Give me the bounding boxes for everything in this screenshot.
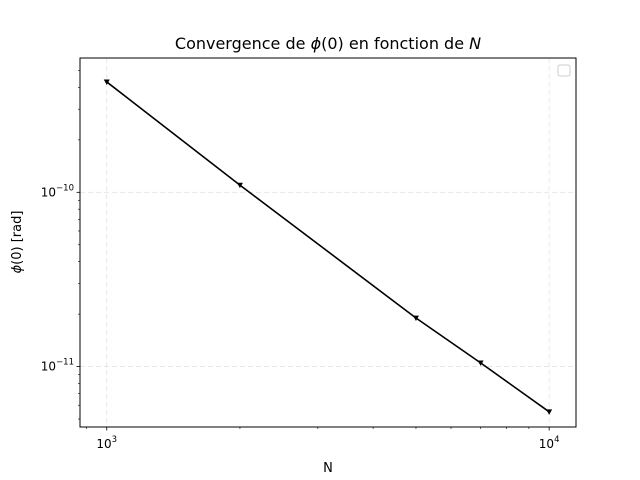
data-point-marker [103, 79, 110, 85]
y-axis-label: ϕ(0) [rad] [10, 211, 25, 274]
y-tick-label-1: 10−10 [41, 183, 74, 199]
data-point-marker [236, 182, 243, 189]
legend-box [557, 64, 571, 77]
data-point-marker [477, 360, 484, 366]
data-series [103, 79, 553, 415]
chart-title: Convergence de ϕ(0) en fonction de N [175, 34, 481, 53]
grid-lines [80, 58, 576, 427]
axis-ticks: 103 104 10−11 10−10 [41, 70, 560, 451]
data-point-marker [546, 409, 553, 415]
x-tick-label-0: 103 [96, 435, 117, 451]
x-axis-label: N [323, 461, 333, 476]
y-tick-label-0: 10−11 [41, 358, 74, 374]
plot-area-frame [79, 57, 577, 428]
data-point-marker [412, 315, 419, 321]
x-tick-label-1: 104 [539, 435, 560, 451]
